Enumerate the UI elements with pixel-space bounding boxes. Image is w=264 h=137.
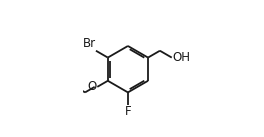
Text: O: O	[88, 80, 97, 93]
Text: OH: OH	[172, 51, 190, 64]
Text: F: F	[125, 105, 131, 118]
Text: Br: Br	[82, 37, 96, 50]
